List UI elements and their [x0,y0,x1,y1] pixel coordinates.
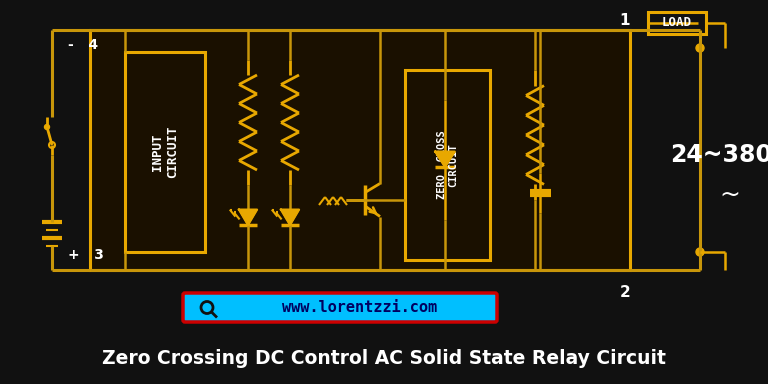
Circle shape [696,248,704,256]
Text: INPUT
CIRCUIT: INPUT CIRCUIT [151,126,179,178]
FancyBboxPatch shape [183,293,497,322]
Text: ~: ~ [720,183,740,207]
Bar [648,12,706,34]
Polygon shape [281,210,299,225]
Text: -   4: - 4 [68,38,98,52]
Circle shape [696,44,704,52]
Text: www.lorentzzi.com: www.lorentzzi.com [283,300,438,315]
Bar [405,70,490,260]
Bar [125,52,205,252]
Text: +   3: + 3 [68,248,104,262]
Text: LOAD: LOAD [662,17,692,30]
Polygon shape [239,210,257,225]
Polygon shape [435,152,455,167]
Text: ZERO  CROSS
CIRCUIT: ZERO CROSS CIRCUIT [437,131,458,199]
Circle shape [45,124,49,129]
Bar [90,30,630,270]
Text: 24~380V: 24~380V [670,143,768,167]
Text: 2: 2 [620,285,631,300]
Text: Zero Crossing DC Control AC Solid State Relay Circuit: Zero Crossing DC Control AC Solid State … [102,349,666,367]
Text: 1: 1 [620,13,631,28]
